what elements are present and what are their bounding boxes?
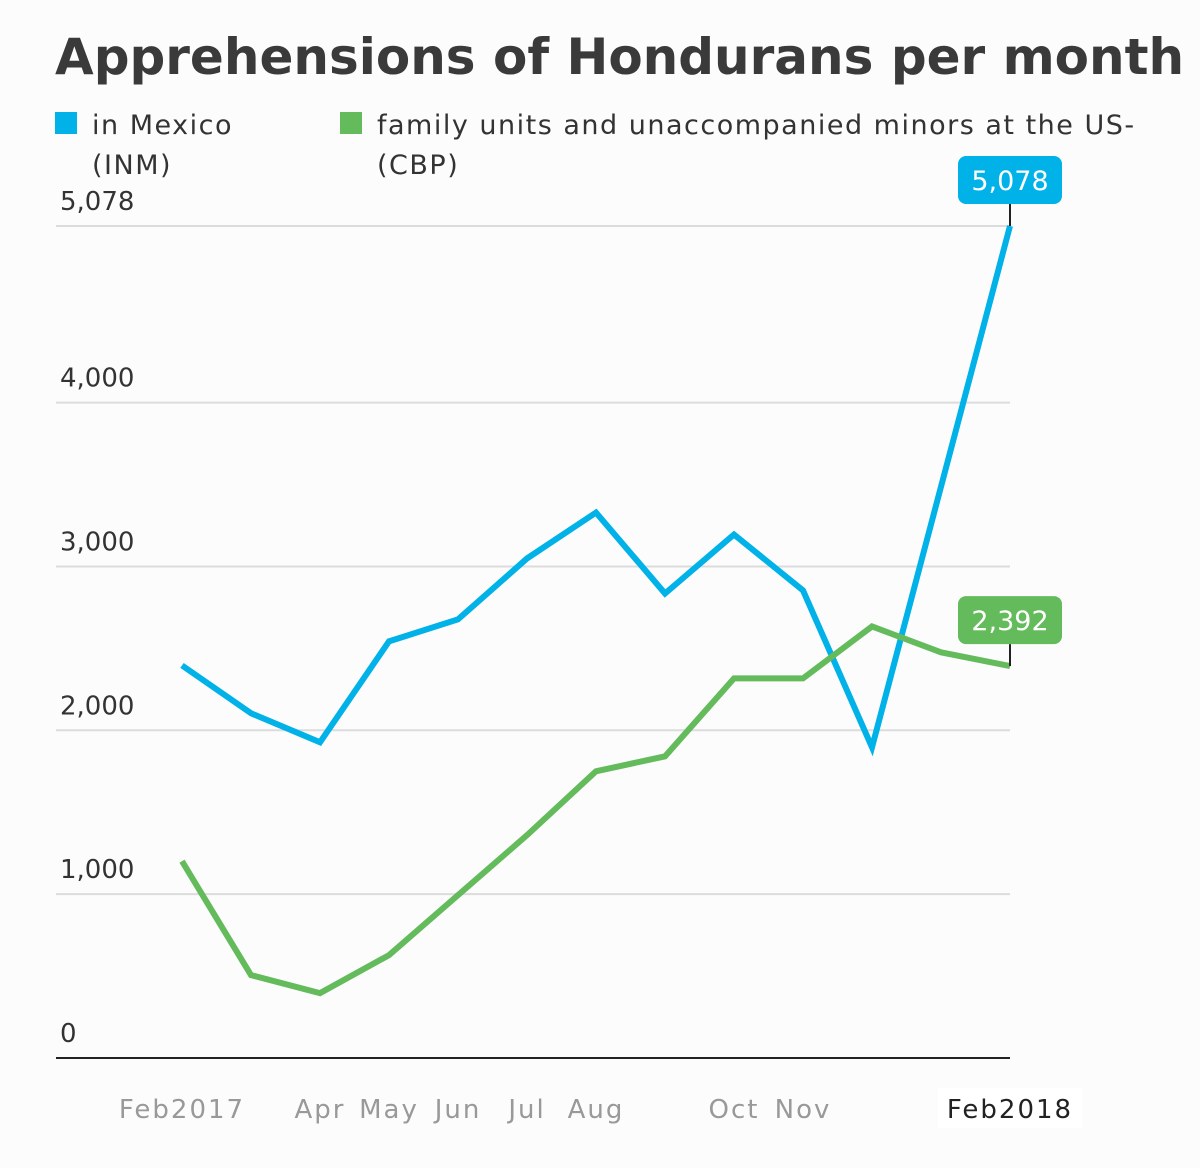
end-label-badge [958, 156, 1062, 204]
end-label-badge [958, 596, 1062, 645]
y-tick-label: 1,000 [60, 855, 134, 885]
series-line-cbp [179, 623, 1011, 997]
end-label-value: 2,392 [971, 606, 1048, 637]
y-tick-label: 2,000 [60, 691, 134, 721]
x-tick-label: Jun [433, 1095, 482, 1125]
x-tick-label: Oct [709, 1095, 760, 1125]
x-tick-label: Jul [506, 1095, 545, 1125]
y-tick-label: 3,000 [60, 527, 134, 557]
series-line-inm [180, 225, 1013, 757]
y-tick-label: 4,000 [60, 364, 134, 394]
x-tick-label: May [359, 1095, 419, 1125]
legend-label: family units and unaccompanied minors at… [377, 110, 1136, 181]
x-tick-label: Feb2018 [947, 1095, 1073, 1125]
x-tick-label-bg [938, 1088, 1082, 1128]
x-tick-label: Feb2017 [119, 1095, 245, 1125]
legend-label: in Mexico (INM) [92, 110, 233, 181]
legend-swatch-green [340, 112, 362, 134]
x-tick-label: Nov [775, 1095, 832, 1125]
y-tick-label: 0 [60, 1019, 77, 1049]
end-label-value: 5,078 [971, 166, 1048, 197]
legend-item-inm: in Mexico (INM) [55, 106, 255, 186]
legend-item-cbp: family units and unaccompanied minors at… [340, 106, 1170, 186]
legend-swatch-blue [55, 112, 77, 134]
y-tick-label: 5,078 [60, 187, 134, 217]
chart-title: Apprehensions of Hondurans per month [55, 28, 1185, 86]
x-tick-label: Aug [568, 1095, 625, 1125]
x-tick-label: Apr [295, 1095, 346, 1125]
